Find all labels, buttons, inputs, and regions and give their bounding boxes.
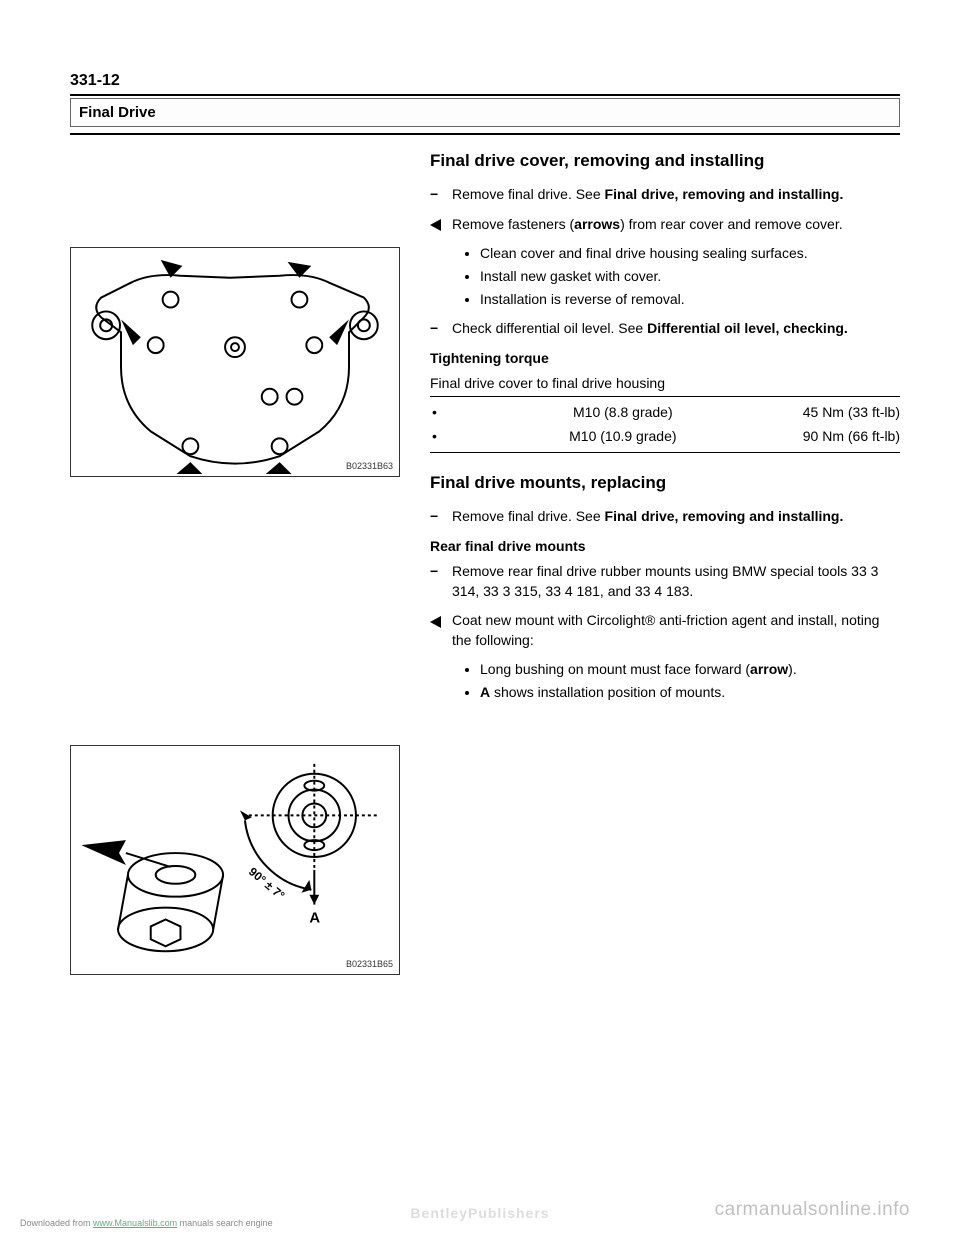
rule-under bbox=[70, 133, 900, 135]
step-text: Remove final drive. See Final drive, rem… bbox=[452, 507, 900, 527]
torque-spec: M10 (10.9 grade) bbox=[569, 427, 676, 447]
step: − Remove final drive. See Final drive, r… bbox=[430, 185, 900, 205]
manualslib-link[interactable]: www.Manualslib.com bbox=[93, 1218, 177, 1228]
torque-value: 45 Nm (33 ft-lb) bbox=[803, 403, 900, 423]
torque-row: M10 (10.9 grade) 90 Nm (66 ft-lb) bbox=[430, 427, 900, 447]
figure-mount: 90° ± 7° A B02331B65 bbox=[70, 745, 400, 975]
dash-mark: − bbox=[430, 507, 452, 527]
triangle-left-icon bbox=[430, 616, 441, 628]
figure2-id: B02331B65 bbox=[346, 958, 393, 971]
manual-page: 331-12 Final Drive bbox=[0, 0, 960, 1242]
step: − Remove final drive. See Final drive, r… bbox=[430, 507, 900, 527]
step-text: Remove final drive. See Final drive, rem… bbox=[452, 185, 900, 205]
dash-mark: − bbox=[430, 185, 452, 205]
letter-A: A bbox=[309, 911, 320, 927]
footer-source: Downloaded from www.Manualslib.com manua… bbox=[20, 1217, 273, 1230]
figure-cover: B02331B63 bbox=[70, 247, 400, 477]
section-title: Final Drive bbox=[70, 98, 900, 127]
step: Remove fasteners (arrows) from rear cove… bbox=[430, 215, 900, 235]
left-column: B02331B63 bbox=[70, 149, 410, 975]
triangle-left-icon bbox=[430, 219, 441, 231]
torque-table: M10 (8.8 grade) 45 Nm (33 ft-lb) M10 (10… bbox=[430, 403, 900, 446]
content-columns: B02331B63 bbox=[70, 149, 900, 975]
sub-heading: Rear final drive mounts bbox=[430, 537, 900, 557]
step: Coat new mount with Circolight® anti-fri… bbox=[430, 611, 900, 650]
rule bbox=[430, 452, 900, 453]
figure1-id: B02331B63 bbox=[346, 460, 393, 473]
bullet: Installation is reverse of removal. bbox=[480, 290, 900, 310]
mount-diagram: 90° ± 7° A bbox=[71, 746, 399, 974]
heading-mounts: Final drive mounts, replacing bbox=[430, 471, 900, 495]
publisher-watermark: BentleyPublishers bbox=[410, 1204, 549, 1224]
step-text: Check differential oil level. See Differ… bbox=[452, 319, 900, 339]
dash-mark: − bbox=[430, 562, 452, 601]
step-text: Remove fasteners (arrows) from rear cove… bbox=[452, 215, 900, 235]
torque-title: Tightening torque bbox=[430, 349, 900, 369]
step-text: Remove rear final drive rubber mounts us… bbox=[452, 562, 900, 601]
bullet-list: Long bushing on mount must face forward … bbox=[452, 660, 900, 702]
step: − Check differential oil level. See Diff… bbox=[430, 319, 900, 339]
bullet: Install new gasket with cover. bbox=[480, 267, 900, 287]
heading-cover: Final drive cover, removing and installi… bbox=[430, 149, 900, 173]
footer-text: manuals search engine bbox=[177, 1218, 273, 1228]
torque-spec: M10 (8.8 grade) bbox=[573, 403, 673, 423]
arrow-mark bbox=[430, 611, 452, 650]
cover-diagram bbox=[71, 248, 399, 476]
bullet-list: Clean cover and final drive housing seal… bbox=[452, 244, 900, 309]
page-number: 331-12 bbox=[70, 70, 900, 92]
right-column: Final drive cover, removing and installi… bbox=[410, 149, 900, 975]
bullet: Clean cover and final drive housing seal… bbox=[480, 244, 900, 264]
torque-heading: Final drive cover to final drive housing bbox=[430, 374, 900, 397]
step-text: Coat new mount with Circolight® anti-fri… bbox=[452, 611, 900, 650]
torque-row: M10 (8.8 grade) 45 Nm (33 ft-lb) bbox=[430, 403, 900, 423]
footer-text: Downloaded from bbox=[20, 1218, 93, 1228]
bullet: A shows installation position of mounts. bbox=[480, 683, 900, 703]
site-watermark: carmanualsonline.info bbox=[715, 1197, 910, 1224]
arrow-mark bbox=[430, 215, 452, 235]
dash-mark: − bbox=[430, 319, 452, 339]
bullet: Long bushing on mount must face forward … bbox=[480, 660, 900, 680]
angle-label: 90° ± 7° bbox=[246, 865, 288, 903]
torque-value: 90 Nm (66 ft-lb) bbox=[803, 427, 900, 447]
step: − Remove rear final drive rubber mounts … bbox=[430, 562, 900, 601]
rule-top bbox=[70, 94, 900, 96]
